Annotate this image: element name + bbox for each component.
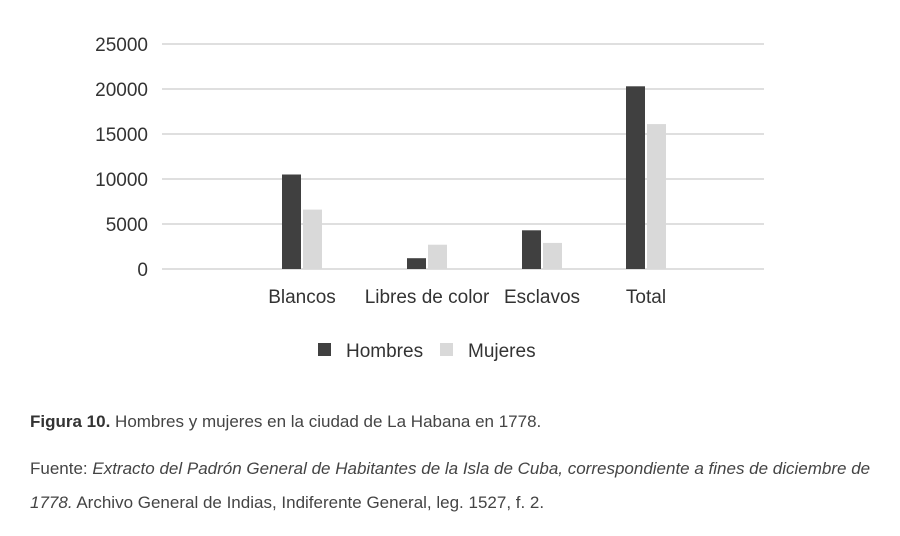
legend-swatch-mujeres	[440, 343, 453, 356]
x-category-label: Libres de color	[365, 287, 490, 308]
source-note: Fuente: Extracto del Padrón General de H…	[30, 452, 880, 520]
legend-label-mujeres: Mujeres	[468, 341, 536, 362]
source-prefix: Fuente:	[30, 459, 93, 478]
bar-chart: 0 5000 10000 15000 20000 25000 Blancos Libres d…	[95, 35, 764, 362]
legend-label-hombres: Hombres	[346, 341, 423, 362]
figure-caption: Figura 10. Hombres y mujeres en la ciuda…	[30, 412, 880, 432]
figure-label: Figura 10.	[30, 412, 111, 431]
y-tick-label: 0	[137, 260, 148, 281]
y-tick-label: 20000	[95, 80, 148, 101]
bar-hombres	[522, 230, 541, 269]
x-category-label: Total	[626, 287, 666, 308]
figure-title: Hombres y mujeres en la ciudad de La Hab…	[110, 412, 542, 431]
y-tick-label: 15000	[95, 125, 148, 146]
bar-mujeres	[647, 124, 666, 269]
y-tick-label: 10000	[95, 170, 148, 191]
bar-hombres	[282, 174, 301, 269]
bar-hombres	[626, 86, 645, 269]
source-title: Extracto del Padrón General de Habitante…	[30, 459, 871, 512]
y-tick-label: 25000	[95, 35, 148, 56]
legend-swatch-hombres	[318, 343, 331, 356]
x-category-label: Esclavos	[504, 287, 580, 308]
bar-hombres	[407, 258, 426, 269]
x-category-label: Blancos	[268, 287, 336, 308]
bar-mujeres	[428, 244, 447, 269]
y-tick-label: 5000	[106, 215, 148, 236]
source-archive: Archivo General de Indias, Indiferente G…	[72, 493, 545, 512]
bar-mujeres	[543, 242, 562, 269]
bar-mujeres	[303, 209, 322, 269]
